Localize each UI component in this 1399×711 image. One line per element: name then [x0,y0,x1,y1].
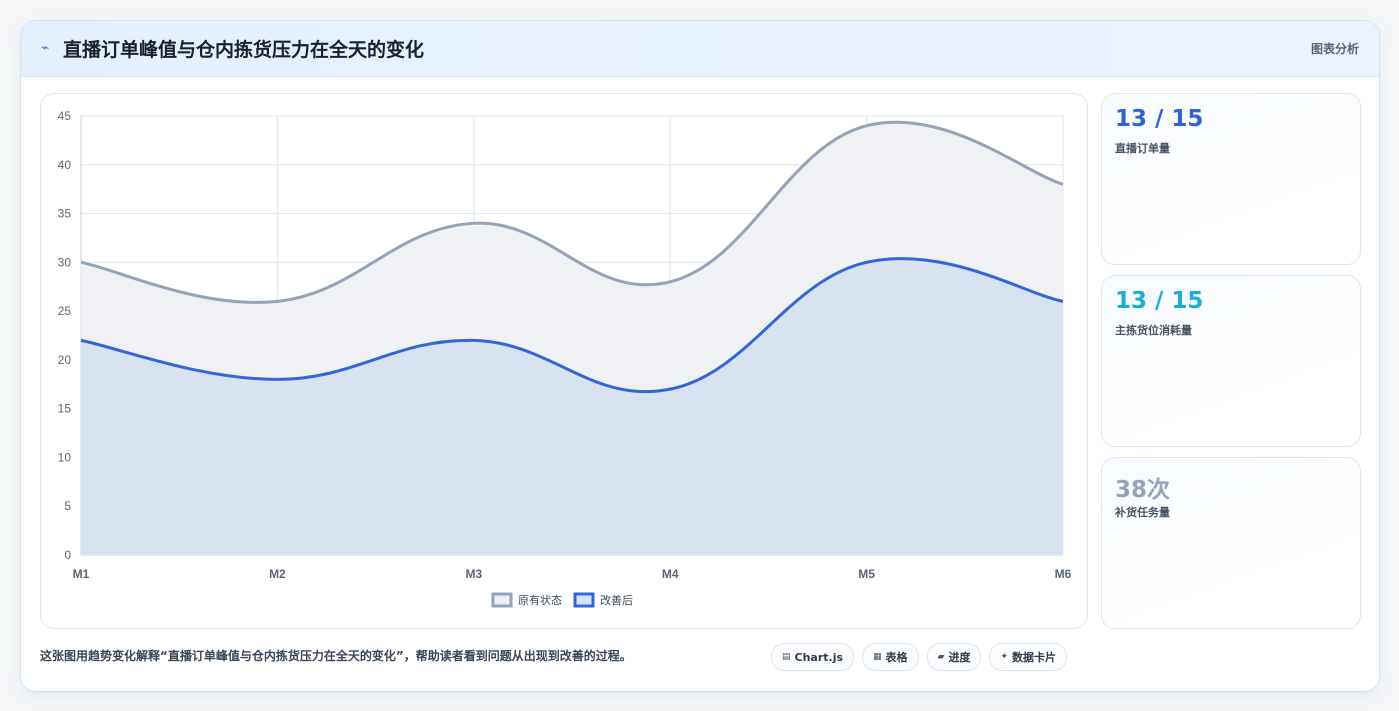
stat-value: 13 / 15 [1115,106,1204,132]
y-tick-label: 40 [58,158,72,172]
chip-progress[interactable]: ▰ 进度 [926,643,982,671]
series-line-1 [80,257,1064,394]
feature-chips: ▤ Chart.js ▦ 表格 ▰ 进度 ✦ 数据卡片 [771,643,1068,671]
y-tick-label: 20 [58,353,72,367]
chip-label: 表格 [885,651,908,664]
chip-label: Chart.js [794,650,844,664]
chart-description: 这张图用趋势变化解释“直播订单峰值与仓内拣货压力在全天的变化”，帮助读者看到问题… [40,649,632,663]
chip-label: 数据卡片 [1012,651,1057,664]
x-tick-label: M4 [662,567,679,581]
series-line-0 [80,120,1064,304]
area-chart: 0 5 10 15 20 25 30 35 40 45 M1 M2 M3 M4 M5 M6 原有状态 改善后 [58,109,1072,608]
chip-chartjs[interactable]: ▤ Chart.js [771,643,855,671]
x-tick-label: M6 [1055,567,1072,581]
x-tick-label: M5 [858,567,875,581]
x-tick-label: M2 [269,567,286,581]
y-tick-label: 45 [58,109,72,123]
y-tick-label: 0 [64,548,71,562]
stat-card-live-orders: 13 / 15 直播订单量 [1101,93,1361,265]
stat-value: 38次 [1115,477,1171,503]
stat-card-pick-slot: 13 / 15 主拣货位消耗量 [1101,275,1361,447]
chart-card: ⌁ 直播订单峰值与仓内拣货压力在全天的变化 图表分析 0 5 10 15 20 25 30 3… [20,20,1380,692]
stat-label: 主拣货位消耗量 [1115,324,1192,337]
chip-table[interactable]: ▦ 表格 [862,643,919,671]
stat-label: 直播订单量 [1115,142,1170,155]
y-tick-label: 15 [58,402,72,416]
progress-icon: ▰ [937,652,945,662]
page-title: 直播订单峰值与仓内拣货压力在全天的变化 [63,39,425,61]
y-tick-label: 10 [58,450,72,464]
series-area-1 [81,258,1063,555]
chip-data-card[interactable]: ✦ 数据卡片 [989,643,1068,671]
chart-panel: 0 5 10 15 20 25 30 35 40 45 M1 M2 M3 M4 M5 M6 原有状态 改善后 [40,93,1088,629]
x-tick-label: M1 [73,567,90,581]
trend-icon: ⌁ [41,40,50,56]
chart-icon: ▤ [782,652,791,662]
chip-label: 进度 [948,651,971,664]
y-tick-label: 5 [64,499,71,513]
legend-swatch [491,592,513,608]
stat-value: 13 / 15 [1115,288,1204,314]
y-tick-label: 35 [58,207,72,221]
stat-card-replenish: 38次 补货任务量 [1101,457,1361,629]
y-tick-label: 25 [58,304,72,318]
x-tick-label: M3 [465,567,482,581]
card-header: ⌁ 直播订单峰值与仓内拣货压力在全天的变化 图表分析 [21,21,1379,77]
chart-analysis-tag: 图表分析 [1310,42,1359,56]
table-icon: ▦ [873,652,882,662]
legend-label: 改善后 [600,593,633,607]
sparkle-icon: ✦ [1000,652,1009,662]
y-tick-label: 30 [58,255,72,269]
legend-swatch [573,592,595,608]
legend-label: 原有状态 [518,593,562,607]
stat-label: 补货任务量 [1115,506,1170,519]
